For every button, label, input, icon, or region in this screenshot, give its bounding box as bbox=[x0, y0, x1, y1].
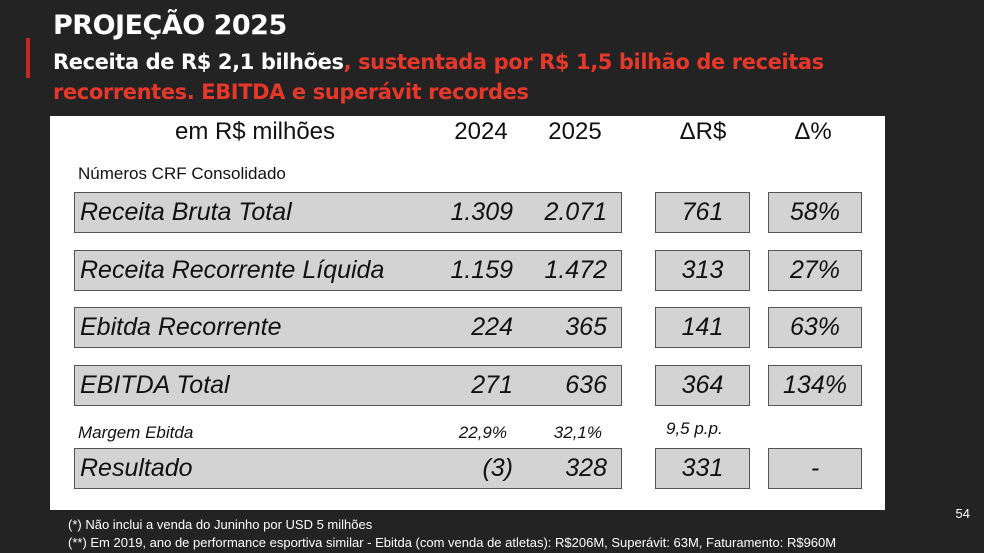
margin-2025: 32,1% bbox=[553, 423, 602, 442]
row-delta-pct: 134% bbox=[783, 371, 847, 399]
row-delta-pct: 27% bbox=[789, 256, 841, 284]
row-delta-rs: 331 bbox=[681, 454, 724, 482]
row-delta-rs-box bbox=[655, 448, 750, 489]
row-main-box bbox=[74, 307, 622, 348]
margin-delta: 9,5 p.p. bbox=[666, 419, 723, 438]
header-delta-pct: Δ% bbox=[794, 118, 832, 145]
row-delta-pct-box bbox=[768, 192, 862, 233]
header-2024: 2024 bbox=[454, 118, 508, 145]
row-delta-pct-box bbox=[768, 365, 862, 406]
row-delta-rs: 761 bbox=[681, 198, 724, 226]
row-delta-rs: 313 bbox=[681, 256, 724, 284]
row-value-2024: 224 bbox=[471, 313, 513, 341]
row-delta-pct: - bbox=[810, 454, 820, 482]
row-label: Receita Bruta Total bbox=[80, 198, 292, 226]
row-main-box bbox=[74, 192, 622, 233]
row-delta-pct-box bbox=[768, 448, 862, 489]
section-label: Números CRF Consolidado bbox=[78, 164, 286, 183]
row-value-2024: (3) bbox=[482, 454, 513, 482]
row-value-2024: 1.309 bbox=[450, 198, 513, 226]
footnote-2: (**) Em 2019, ano de performance esporti… bbox=[68, 535, 837, 550]
row-label: EBITDA Total bbox=[80, 371, 230, 399]
subtitle-red: , sustentada por R$ 1,5 bilhão de receit… bbox=[343, 50, 825, 74]
slide-subtitle-line-1: Receita de R$ 2,1 bilhões, sustentada po… bbox=[53, 50, 824, 74]
header-delta-rs: ΔR$ bbox=[679, 118, 727, 145]
page-number: 54 bbox=[955, 506, 970, 521]
header-unit: em R$ milhões bbox=[174, 118, 336, 145]
row-delta-pct: 63% bbox=[789, 313, 841, 341]
row-label: Ebitda Recorrente bbox=[80, 313, 282, 341]
row-value-2025: 1.472 bbox=[544, 256, 607, 284]
margin-2024: 22,9% bbox=[458, 423, 507, 442]
header-2025: 2025 bbox=[548, 118, 602, 145]
row-value-2025: 365 bbox=[565, 313, 607, 341]
row-value-2025: 328 bbox=[565, 454, 607, 482]
slide-subtitle-line-2: recorrentes. EBITDA e superávit recordes bbox=[53, 80, 529, 104]
row-label: Receita Recorrente Líquida bbox=[80, 256, 385, 284]
row-delta-pct-box bbox=[768, 307, 862, 348]
row-main-box bbox=[74, 365, 622, 406]
row-main-box bbox=[74, 448, 622, 489]
slide-title: PROJEÇÃO 2025 bbox=[53, 10, 287, 41]
row-delta-rs: 364 bbox=[681, 371, 724, 399]
row-delta-rs-box bbox=[655, 307, 750, 348]
row-main-box bbox=[74, 250, 622, 291]
margin-label: Margem Ebitda bbox=[78, 423, 194, 442]
row-delta-rs-box bbox=[655, 192, 750, 233]
row-value-2024: 1.159 bbox=[450, 256, 513, 284]
row-delta-pct: 58% bbox=[789, 198, 841, 226]
row-delta-rs-box bbox=[655, 250, 750, 291]
footnote-1: (*) Não inclui a venda do Juninho por US… bbox=[68, 517, 373, 532]
row-value-2025: 636 bbox=[565, 371, 607, 399]
subtitle-white: Receita de R$ 2,1 bilhões bbox=[53, 50, 344, 74]
row-delta-rs: 141 bbox=[681, 313, 724, 341]
row-value-2024: 271 bbox=[471, 371, 513, 399]
accent-bar bbox=[26, 38, 30, 78]
row-delta-pct-box bbox=[768, 250, 862, 291]
row-value-2025: 2.071 bbox=[544, 198, 607, 226]
row-label: Resultado bbox=[80, 454, 193, 482]
row-delta-rs-box bbox=[655, 365, 750, 406]
